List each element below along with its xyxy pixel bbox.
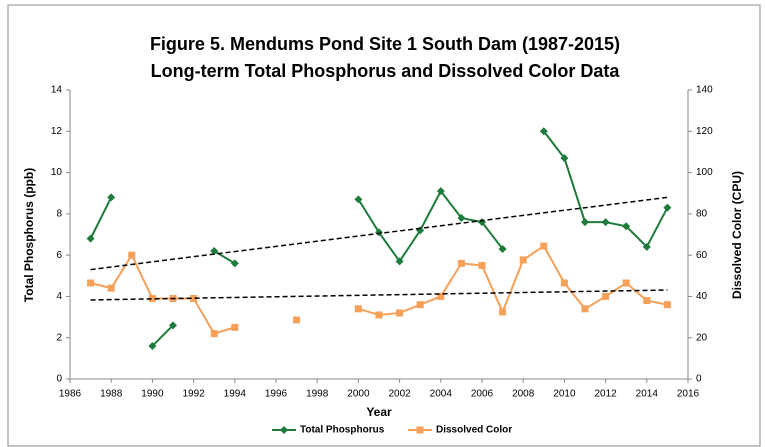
data-point — [581, 218, 589, 227]
y2-tick-label: 0 — [696, 374, 702, 385]
data-point — [560, 279, 568, 287]
data-point — [416, 301, 424, 309]
y-tick-label: 2 — [56, 332, 62, 343]
x-tick-label: 2014 — [636, 389, 659, 400]
x-tick-label: 2008 — [512, 389, 535, 400]
y-tick-label: 14 — [51, 85, 63, 96]
chart-title: Figure 5. Mendums Pond Site 1 South Dam … — [150, 34, 620, 54]
data-point — [457, 213, 466, 222]
data-point — [230, 259, 239, 268]
data-point — [602, 292, 610, 300]
data-point — [190, 294, 198, 302]
data-point — [622, 279, 630, 287]
y2-tick-label: 100 — [696, 167, 713, 178]
data-point — [560, 154, 569, 163]
data-point — [169, 321, 177, 330]
y2-tick-label: 80 — [696, 208, 708, 219]
y-tick-label: 8 — [56, 208, 62, 219]
trendline — [90, 289, 668, 301]
data-point — [86, 234, 95, 243]
data-point — [354, 305, 362, 313]
y-tick-label: 4 — [56, 291, 62, 302]
y2-tick-label: 20 — [696, 332, 708, 343]
x-tick-label: 1998 — [306, 389, 329, 400]
x-tick-label: 2010 — [553, 389, 576, 400]
chart-frame — [7, 4, 761, 447]
x-tick-label: 2012 — [594, 389, 617, 400]
x-tick-label: 1996 — [265, 389, 288, 400]
data-point — [395, 257, 404, 266]
trendline — [90, 196, 668, 271]
y-tick-label: 12 — [51, 126, 63, 137]
x-tick-label: 1992 — [182, 389, 205, 400]
data-point — [128, 251, 136, 259]
data-point — [643, 297, 651, 305]
data-point — [663, 203, 672, 212]
data-point — [601, 218, 610, 227]
data-point — [539, 127, 548, 136]
data-point — [436, 187, 445, 196]
data-point — [231, 323, 239, 331]
x-tick-label: 2006 — [471, 389, 494, 400]
y2-tick-label: 140 — [696, 85, 713, 96]
data-point — [87, 279, 95, 287]
data-point — [107, 284, 115, 292]
data-point — [622, 222, 631, 231]
data-point — [642, 242, 651, 251]
chart-subtitle: Long-term Total Phosphorus and Dissolved… — [151, 61, 621, 81]
data-point — [478, 261, 486, 269]
data-point — [293, 316, 301, 324]
data-point — [540, 242, 548, 250]
x-axis-title: Year — [366, 405, 392, 419]
legend-marker — [280, 426, 288, 434]
data-point — [210, 247, 219, 256]
x-tick-label: 2004 — [430, 389, 453, 400]
y2-tick-label: 40 — [696, 291, 708, 302]
data-point — [437, 292, 445, 300]
data-point — [457, 259, 465, 267]
y-tick-label: 6 — [56, 250, 62, 261]
x-tick-label: 1988 — [100, 389, 123, 400]
y2-axis-title: Dissolved Color (CPU) — [730, 171, 744, 299]
legend-marker — [416, 426, 424, 434]
data-point — [107, 193, 116, 202]
data-point — [354, 195, 363, 204]
y-tick-label: 0 — [56, 374, 62, 385]
y2-tick-label: 60 — [696, 250, 708, 261]
data-point — [375, 311, 383, 319]
data-point — [663, 301, 671, 309]
data-point — [148, 341, 157, 350]
x-tick-label: 1986 — [59, 389, 82, 400]
y-axis-title: Total Phosphorus (ppb) — [22, 168, 36, 302]
data-point — [581, 305, 589, 313]
series-line — [89, 130, 669, 347]
x-tick-label: 1990 — [141, 389, 164, 400]
data-point — [210, 330, 218, 338]
data-point — [396, 309, 404, 317]
legend-label: Total Phosphorus — [300, 425, 385, 436]
data-point — [499, 308, 507, 316]
x-tick-label: 1994 — [224, 389, 247, 400]
data-point — [519, 256, 527, 264]
y-tick-label: 10 — [51, 167, 63, 178]
data-point — [148, 294, 156, 302]
y2-tick-label: 120 — [696, 126, 713, 137]
x-tick-label: 2016 — [677, 389, 700, 400]
legend-label: Dissolved Color — [436, 425, 512, 436]
x-tick-label: 2000 — [347, 389, 370, 400]
x-tick-label: 2002 — [388, 389, 411, 400]
data-point — [498, 244, 507, 253]
